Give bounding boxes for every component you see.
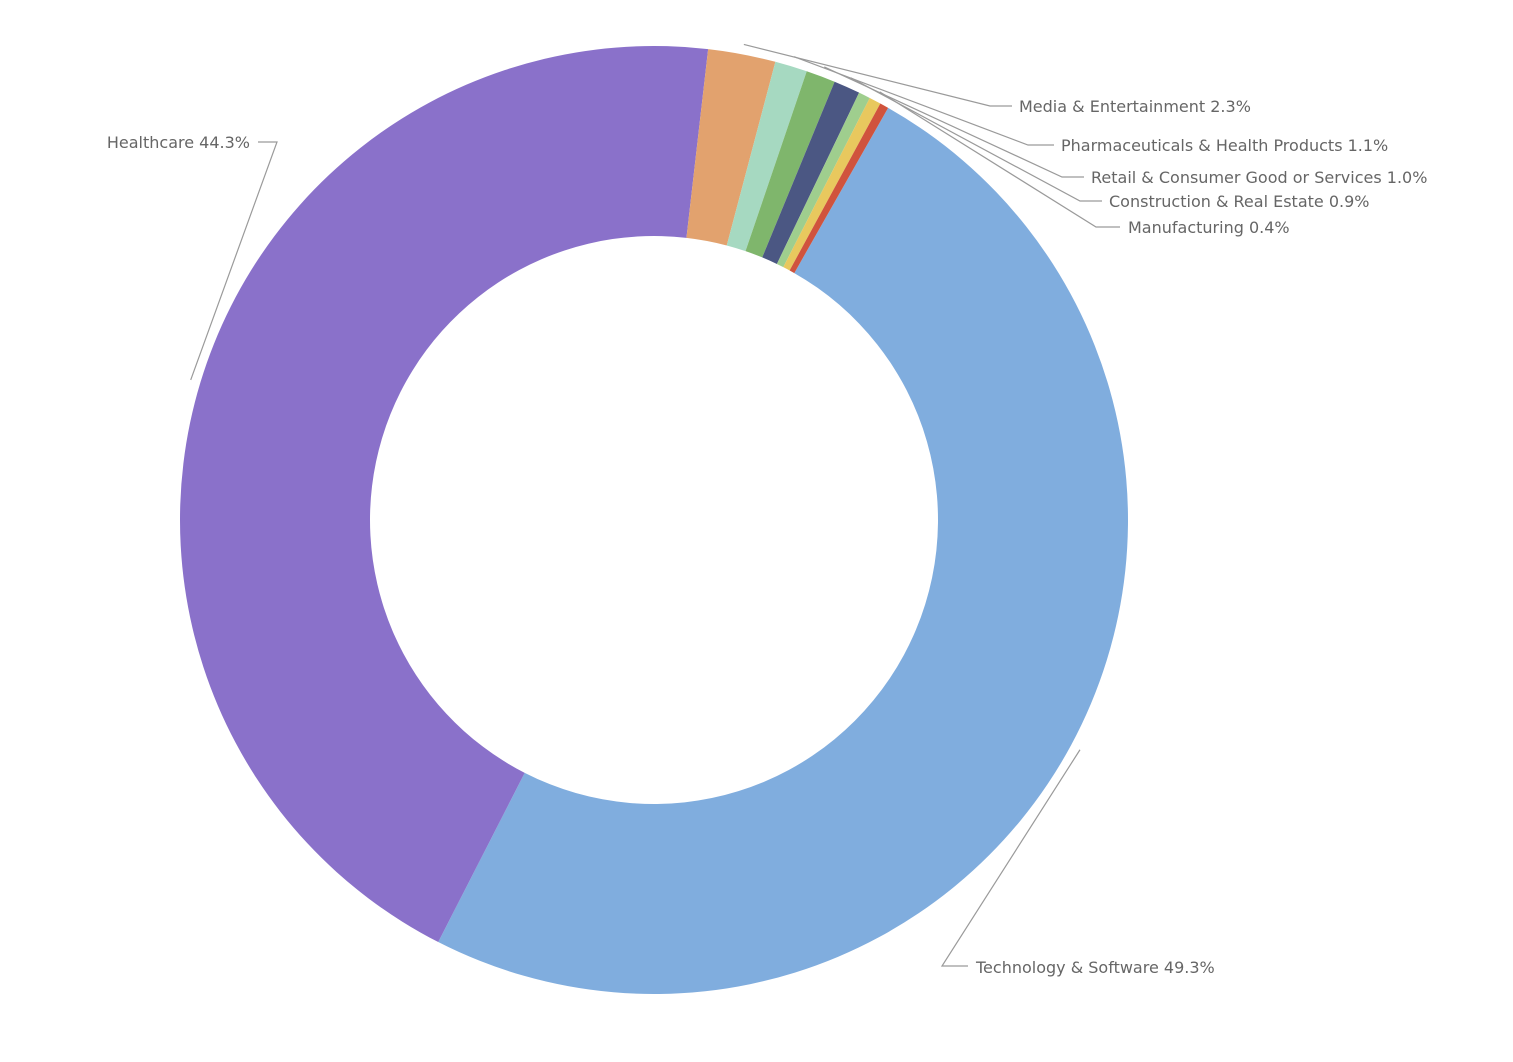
leader-line-construction-and-real-estate [850,77,1102,202]
leader-line-media-and-entertainment [743,43,1012,107]
slices-layer [180,45,1128,994]
slice-construction-and-real-estate-5[interactable] [762,81,860,264]
slice-retail-and-consumer-good-or-services-4[interactable] [745,71,835,258]
slice-technology-and-software-0[interactable] [438,107,1128,994]
slice-other-6[interactable] [776,92,870,268]
leader-line-technology-and-software [940,749,1081,967]
slice-other-8[interactable] [789,103,889,274]
data-label-pharmaceuticals-and-health-products: Pharmaceuticals & Health Products 1.1% [1061,136,1388,155]
leader-line-healthcare [190,141,278,381]
leader-line-retail-and-consumer-good-or-services [824,66,1084,178]
data-label-manufacturing: Manufacturing 0.4% [1128,218,1290,237]
slice-healthcare-1[interactable] [180,45,709,943]
slice-media-and-entertainment-2[interactable] [686,49,776,246]
data-label-media-and-entertainment: Media & Entertainment 2.3% [1019,97,1251,116]
leader-line-pharmaceuticals-and-health-products [793,56,1054,146]
data-label-healthcare: Healthcare 44.3% [107,133,250,152]
data-label-retail-and-consumer-good-or-services: Retail & Consumer Good or Services 1.0% [1091,168,1427,187]
leader-line-manufacturing [879,91,1120,228]
data-label-technology-and-software: Technology & Software 49.3% [975,958,1215,977]
data-label-construction-and-real-estate: Construction & Real Estate 0.9% [1109,192,1369,211]
slice-pharmaceuticals-and-health-products-3[interactable] [726,61,807,252]
labels-layer: Technology & Software 49.3% Healthcare 44… [107,43,1427,977]
slice-manufacturing-7[interactable] [783,97,881,271]
